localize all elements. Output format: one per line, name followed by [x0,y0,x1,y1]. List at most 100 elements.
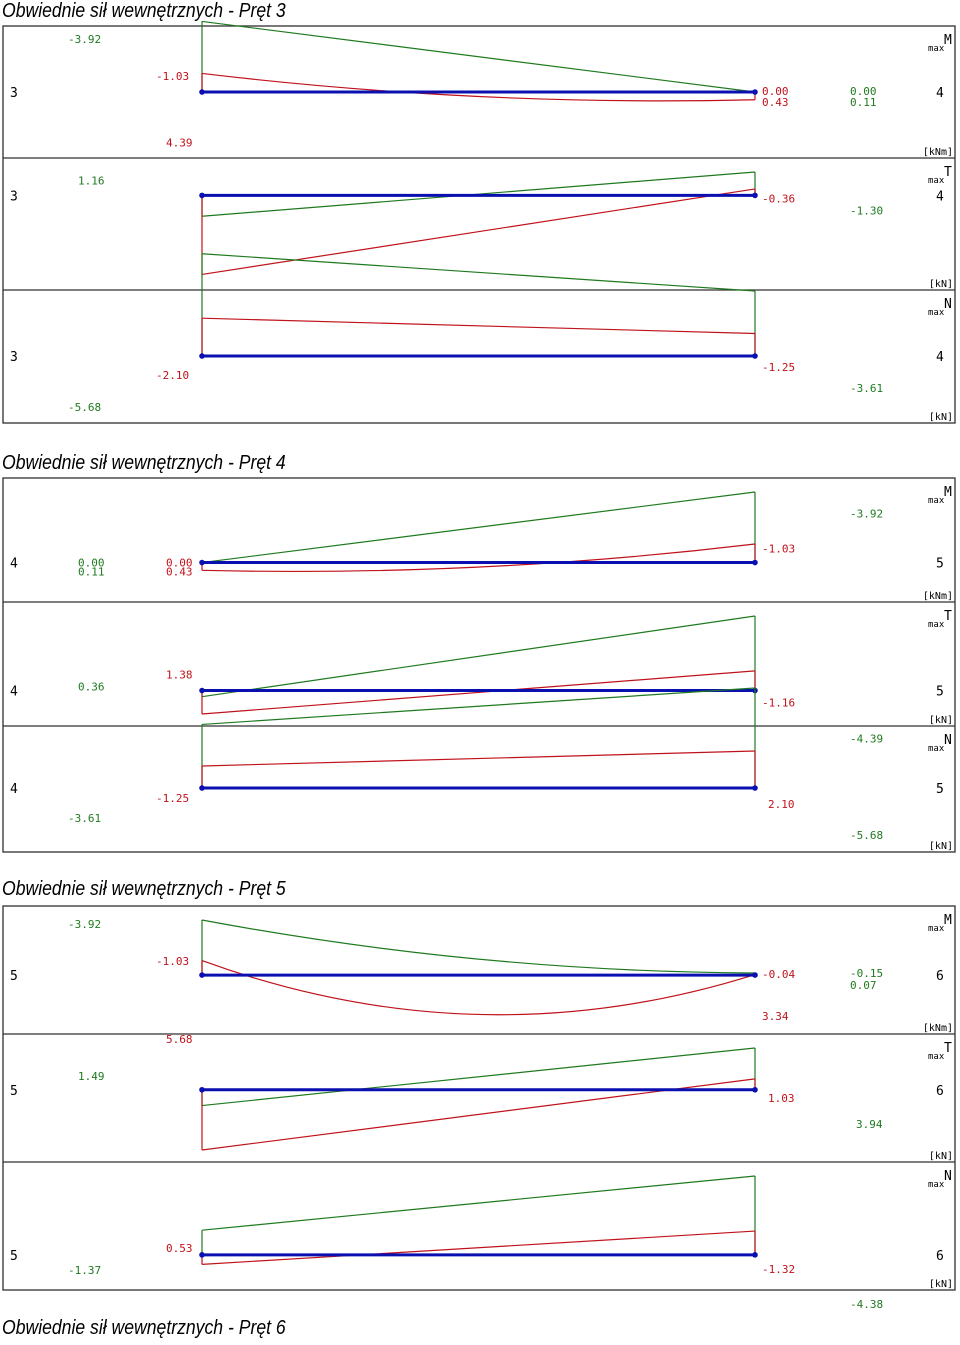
unit-label: [kN] [929,412,953,423]
right-node-number: 5 [936,557,944,572]
bar-node-left [199,89,205,95]
value-label-green-left: -5.68 [68,401,101,414]
value-label-green-left-top: 0.00 [78,557,105,570]
value-label-green-right-bottom: 0.07 [850,979,877,992]
red-envelope-curve [201,72,756,102]
section-frame [2,477,956,853]
quantity-subscript: max [928,620,945,630]
value-label-red-left: 4.39 [166,136,193,149]
quantity-symbol: N [944,297,952,312]
quantity-subscript: max [928,44,945,54]
value-label-green-left: 0.36 [78,681,105,694]
value-label-red-right-bottom: 0.43 [762,96,789,109]
green-envelope-curve [201,20,756,93]
quantity-subscript: max [928,496,945,506]
value-label-red-right: 1.03 [768,1092,795,1105]
value-label-green-left-bottom: 0.11 [78,566,105,579]
bar-node-right [752,1086,758,1093]
value-label-green-right: -3.92 [850,508,883,521]
value-label-green-right: -4.38 [850,1298,883,1311]
value-label-red-right: -1.03 [762,543,795,556]
green-envelope-line [201,253,756,292]
right-node-number: 6 [936,1249,944,1264]
value-label-green-right-top: -0.15 [850,967,883,980]
unit-label: [kNm] [923,147,953,158]
bar-node-left [199,353,205,359]
green-envelope-line [201,1047,756,1107]
right-node-number: 4 [936,189,944,204]
unit-label: [kN] [929,1279,953,1290]
bar-node-left [199,972,205,978]
quantity-subscript: max [928,308,945,318]
red-envelope-line [201,1230,756,1265]
bar-node-right [752,353,758,359]
value-label-red-right-top: 0.00 [762,85,789,98]
green-envelope-line [201,615,756,698]
green-envelope-curve [201,919,756,974]
red-envelope-curve [201,543,756,573]
left-node-number: 3 [10,189,18,204]
left-node-number: 3 [10,350,18,365]
value-label-green-right-bottom: 0.11 [850,96,877,109]
value-label-green-right: -1.30 [850,204,883,217]
left-node-number: 5 [10,1084,18,1099]
section-title-pret-3: Obwiednie sił wewnętrznych - Pręt 3 [2,0,286,22]
value-label-red-right: 2.10 [768,798,795,811]
bar-node-left [199,1086,205,1093]
quantity-symbol: M [944,485,952,500]
right-node-number: 4 [936,86,944,101]
quantity-subscript: max [928,176,945,186]
quantity-subscript: max [928,924,945,934]
quantity-symbol: N [944,733,952,748]
red-envelope-line [201,188,756,276]
value-label-red-right: -1.32 [762,1263,795,1276]
quantity-subscript: max [928,1052,945,1062]
value-label-red-left: -1.03 [156,70,189,83]
value-label-red-left: -1.25 [156,792,189,805]
green-envelope-curve [201,491,756,564]
value-label-red-left: 1.38 [166,669,193,682]
value-label-red-right: -1.16 [762,697,795,710]
quantity-symbol: T [944,165,952,180]
red-envelope-line [201,750,756,767]
left-node-number: 4 [10,782,18,797]
quantity-subscript: max [928,744,945,754]
bar-node-right [752,1252,758,1258]
value-label-green-right: -5.68 [850,829,883,842]
unit-label: [kN] [929,1151,953,1162]
bar-node-right [752,972,758,978]
quantity-subscript: max [928,1180,945,1190]
value-label-green-left: 1.49 [78,1070,105,1083]
unit-label: [kN] [929,279,953,290]
value-label-green-left: -1.37 [68,1264,101,1277]
quantity-symbol: N [944,1169,952,1184]
value-label-red-left-top: 0.00 [166,557,193,570]
value-label-green-left: -3.61 [68,812,101,825]
quantity-symbol: T [944,609,952,624]
value-label-red-left: -2.10 [156,369,189,382]
unit-label: [kNm] [923,1023,953,1034]
right-node-number: 5 [936,782,944,797]
section-title-pret-6: Obwiednie sił wewnętrznych - Pręt 6 [2,1317,286,1339]
right-node-number: 6 [936,969,944,984]
value-label-red-right: -0.36 [762,192,795,205]
bar-node-left [199,192,205,199]
bar-node-left [199,559,205,566]
left-node-number: 5 [10,969,18,984]
bar-node-right [752,89,758,95]
left-node-number: 5 [10,1249,18,1264]
bar-node-right [752,192,758,199]
section-frame [2,905,956,1291]
quantity-symbol: M [944,33,952,48]
left-node-number: 4 [10,685,18,700]
quantity-symbol: T [944,1041,952,1056]
value-label-green-right: -3.61 [850,382,883,395]
green-envelope-line [201,1175,756,1231]
value-label-green-left: 1.16 [78,174,105,187]
bar-node-left [199,785,205,791]
value-label-red-right: -0.04 [762,968,795,981]
value-label-red-left: -1.03 [156,955,189,968]
unit-label: [kN] [929,715,953,726]
bar-node-left [199,687,205,694]
